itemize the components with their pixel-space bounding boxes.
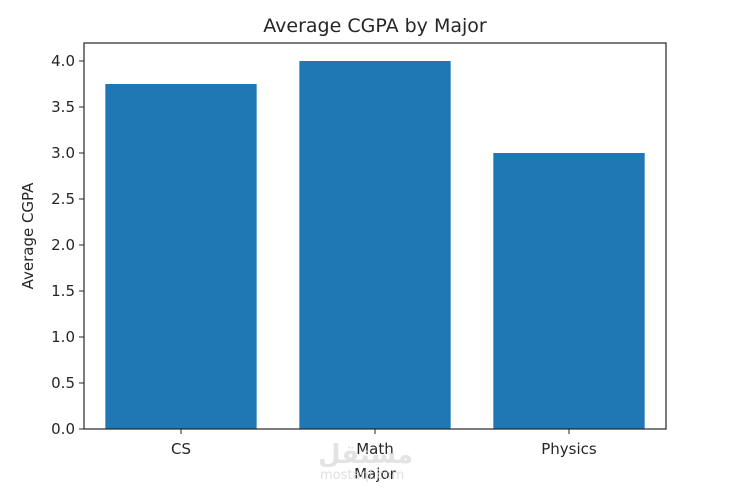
- y-tick-label: 2.5: [51, 190, 75, 208]
- y-tick-label: 1.0: [51, 328, 75, 346]
- y-tick-label: 0.0: [51, 420, 75, 438]
- bar-math: [299, 61, 451, 429]
- y-tick-label: 0.5: [51, 374, 75, 392]
- y-tick-label: 1.5: [51, 282, 75, 300]
- chart-title: Average CGPA by Major: [263, 15, 487, 37]
- y-tick-label: 3.0: [51, 144, 75, 162]
- y-tick-label: 3.5: [51, 98, 75, 116]
- bar-cs: [105, 84, 257, 429]
- y-tick-label: 2.0: [51, 236, 75, 254]
- bar-physics: [493, 153, 645, 429]
- bars-group: [105, 61, 645, 429]
- x-axis: CS Math Physics: [171, 429, 597, 458]
- y-tick-label: 4.0: [51, 52, 75, 70]
- x-tick-label: Physics: [541, 440, 597, 458]
- y-axis: 0.0 0.5 1.0 1.5 2.0 2.5 3.0 3.5 4.0: [51, 52, 84, 438]
- x-tick-label: Math: [356, 440, 394, 458]
- y-axis-label: Average CGPA: [19, 182, 37, 290]
- x-tick-label: CS: [171, 440, 191, 458]
- x-axis-label: Major: [354, 465, 396, 483]
